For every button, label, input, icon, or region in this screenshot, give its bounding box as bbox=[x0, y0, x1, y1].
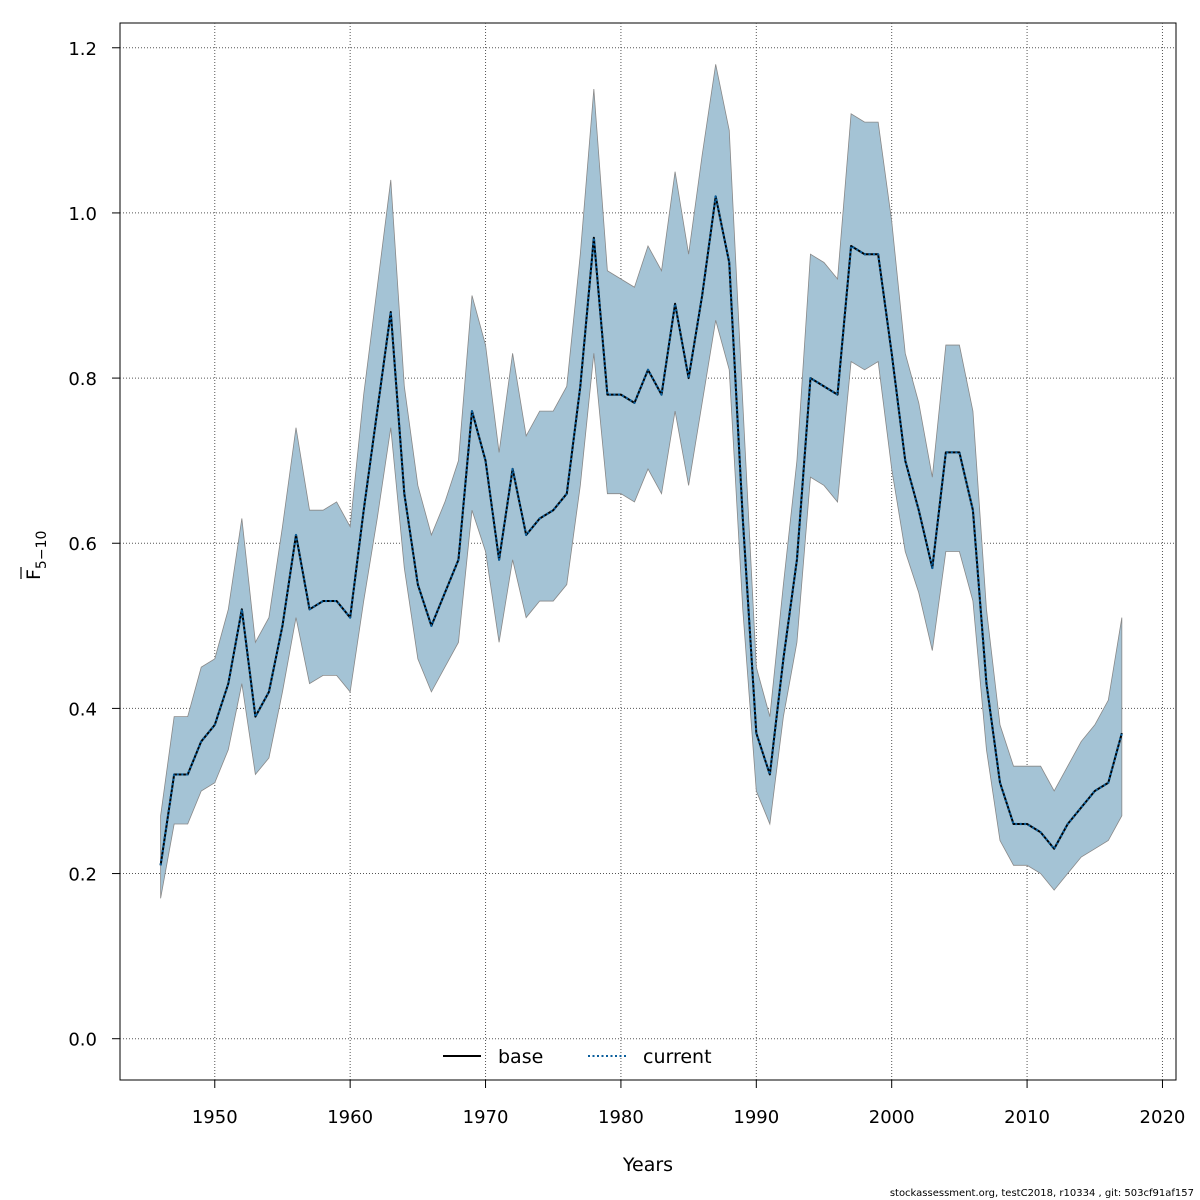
x-tick-label-1970: 1970 bbox=[463, 1107, 509, 1128]
x-tick-label-1990: 1990 bbox=[733, 1107, 779, 1128]
x-tick-label-1980: 1980 bbox=[598, 1107, 644, 1128]
x-tick-label-2020: 2020 bbox=[1140, 1107, 1186, 1128]
y-axis: 0.0 0.2 0.4 0.6 0.8 1.0 1.2 bbox=[68, 39, 120, 1051]
series-layer bbox=[159, 195, 1123, 866]
y-axis-title-text: F5−10 bbox=[23, 531, 50, 580]
legend-base-label: base bbox=[498, 1046, 543, 1068]
y-tick-label-0.6: 0.6 bbox=[68, 534, 97, 555]
y-axis-title-sub: 5−10 bbox=[34, 531, 50, 569]
x-axis-title: Years bbox=[622, 1154, 673, 1176]
series-line-current bbox=[159, 195, 1123, 866]
footer-text: stockassessment.org, testC2018, r10334 ,… bbox=[890, 1188, 1194, 1199]
y-tick-label-0.0: 0.0 bbox=[68, 1030, 97, 1051]
y-tick-label-0.2: 0.2 bbox=[68, 865, 97, 886]
x-axis: 1950 1960 1970 1980 1990 2000 2010 2020 bbox=[192, 1079, 1186, 1128]
y-tick-label-0.8: 0.8 bbox=[68, 369, 97, 390]
legend-current-label: current bbox=[643, 1046, 712, 1068]
confidence-band bbox=[160, 64, 1123, 899]
y-tick-label-1.2: 1.2 bbox=[68, 39, 97, 60]
y-tick-label-0.4: 0.4 bbox=[68, 699, 97, 720]
x-tick-label-2000: 2000 bbox=[869, 1107, 915, 1128]
x-tick-label-2010: 2010 bbox=[1004, 1107, 1050, 1128]
x-tick-label-1960: 1960 bbox=[327, 1107, 373, 1128]
y-axis-title: F5−10 bbox=[20, 531, 50, 580]
y-tick-label-1.0: 1.0 bbox=[68, 204, 97, 225]
x-tick-label-1950: 1950 bbox=[192, 1107, 238, 1128]
legend: base current bbox=[443, 1046, 712, 1068]
y-axis-title-main: F bbox=[23, 569, 45, 580]
confidence-band-layer bbox=[160, 64, 1123, 899]
